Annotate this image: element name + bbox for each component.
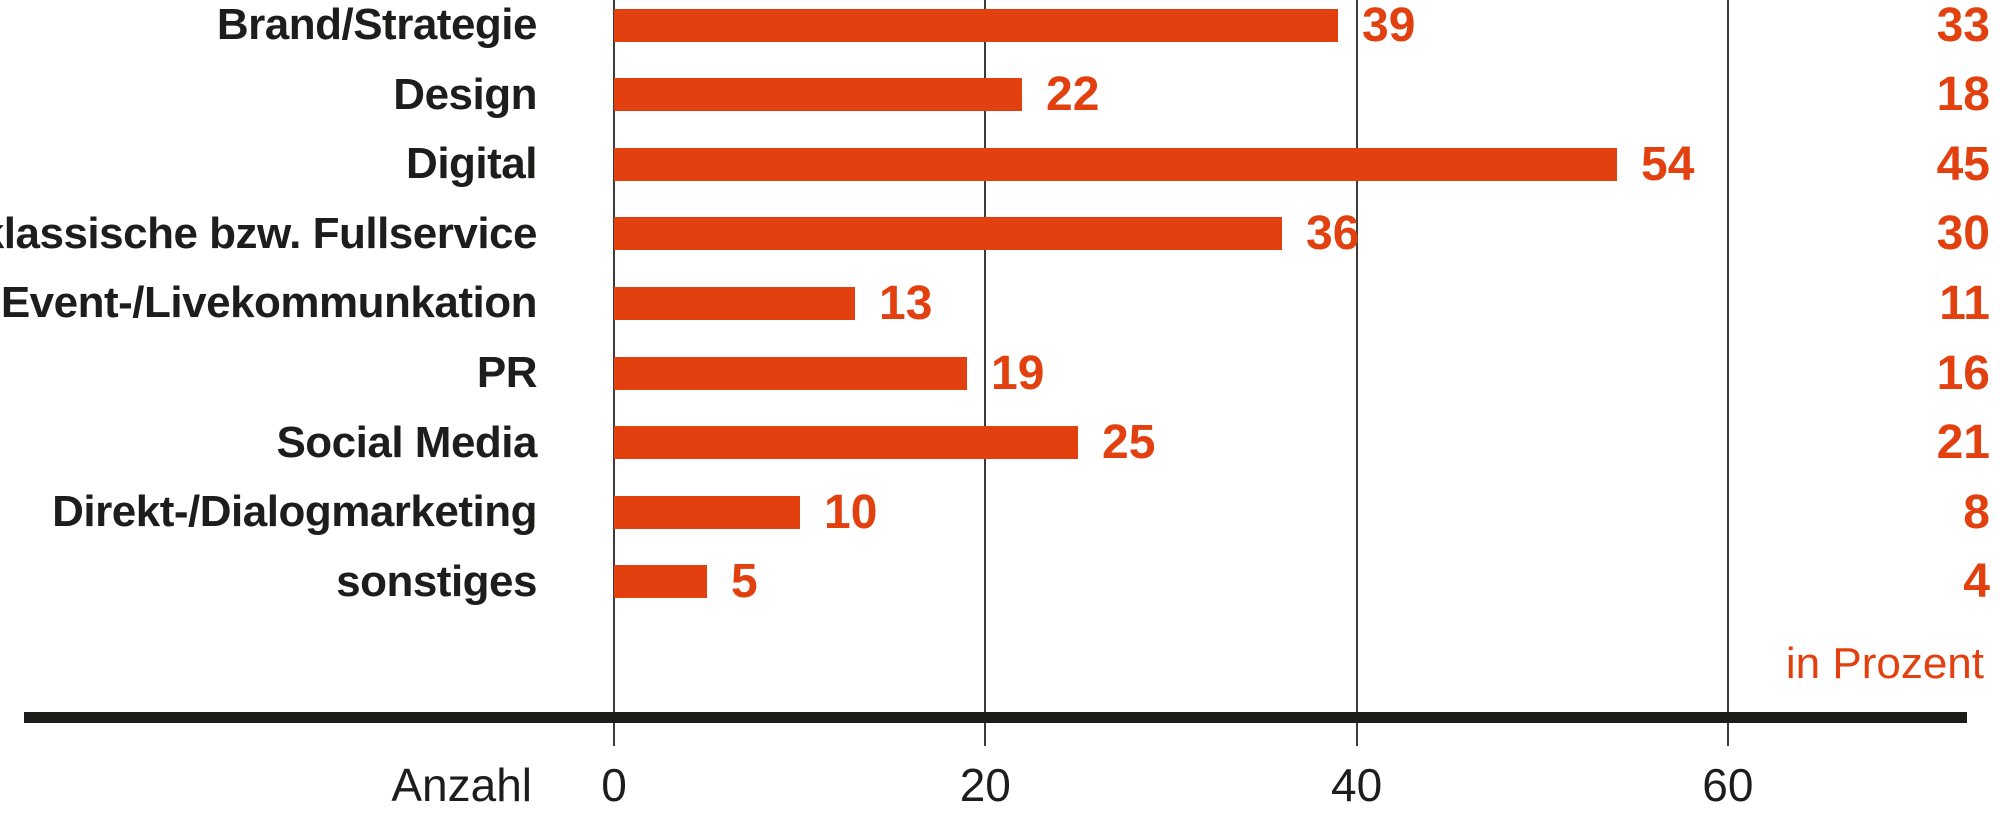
category-label: Direkt-/Dialogmarketing <box>52 487 537 537</box>
bar <box>614 78 1022 112</box>
value-label: 54 <box>1641 137 1695 191</box>
x-tick-label: 40 <box>1331 759 1383 811</box>
value-label: 25 <box>1102 416 1156 470</box>
unit-note: in Prozent <box>1785 639 1984 688</box>
value-label: 39 <box>1362 0 1416 52</box>
category-label: Brand/Strategie <box>216 0 538 49</box>
x-axis-baseline <box>24 712 1967 723</box>
value-label: 10 <box>824 485 878 539</box>
x-tick-label: 20 <box>959 759 1011 811</box>
category-label: Design <box>393 69 537 119</box>
bar <box>614 426 1078 460</box>
category-label: klassische bzw. Fullservice <box>0 208 538 258</box>
value-label: 22 <box>1046 68 1100 122</box>
category-label: Event-/Livekommunkation <box>0 278 538 328</box>
gridline <box>1355 0 1358 746</box>
percent-label: 8 <box>1963 485 1990 539</box>
category-label: Social Media <box>276 417 537 467</box>
bar <box>614 565 707 599</box>
category-label: PR <box>476 348 538 397</box>
category-label: Digital <box>406 139 537 189</box>
percent-label: 16 <box>1936 346 1990 400</box>
percent-label: 30 <box>1936 207 1990 261</box>
percent-label: 33 <box>1936 0 1990 52</box>
value-label: 13 <box>879 276 933 330</box>
bar <box>614 8 1338 42</box>
x-tick-label: 0 <box>601 759 627 811</box>
value-label: 5 <box>731 555 758 609</box>
bar <box>614 286 855 320</box>
gridline <box>1726 0 1729 746</box>
bar <box>614 147 1617 181</box>
percent-label: 45 <box>1936 137 1990 191</box>
bar <box>614 495 800 529</box>
percent-label: 11 <box>1939 276 1990 330</box>
percent-label: 21 <box>1936 416 1990 470</box>
value-label: 36 <box>1306 207 1360 261</box>
bar <box>614 356 967 390</box>
gridline <box>984 0 987 746</box>
x-axis-title: Anzahl <box>391 759 532 811</box>
category-label: sonstiges <box>336 556 537 606</box>
value-label: 19 <box>991 346 1045 400</box>
bar <box>614 217 1282 251</box>
x-tick-label: 60 <box>1702 759 1754 811</box>
percent-label: 4 <box>1963 555 1990 609</box>
percent-label: 18 <box>1936 68 1990 122</box>
